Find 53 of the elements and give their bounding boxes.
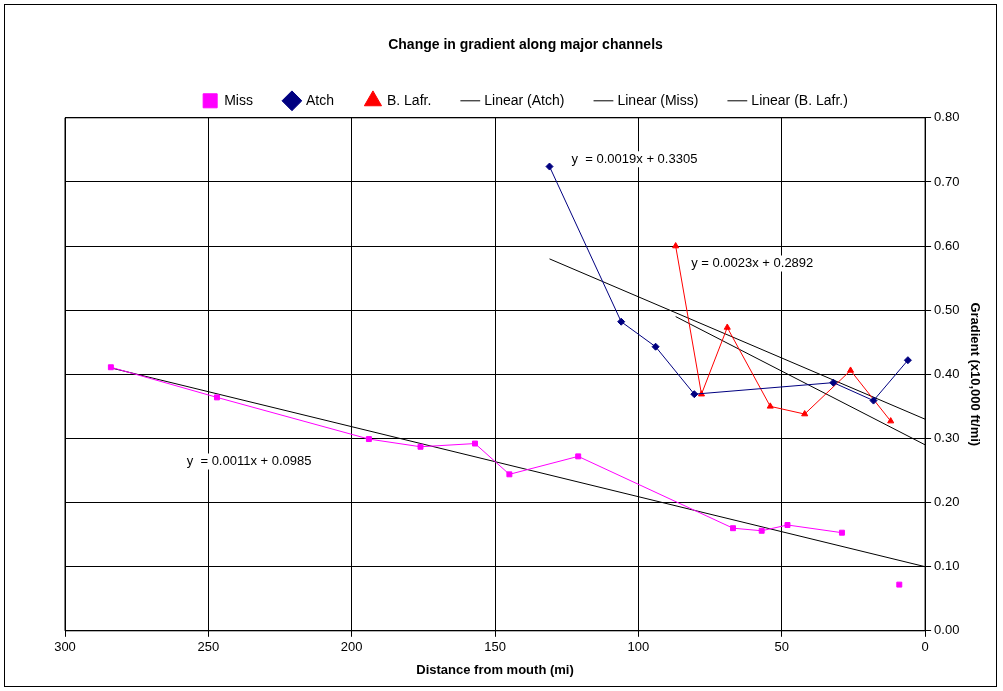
x-axis-title: Distance from mouth (mi) <box>416 661 574 677</box>
y-axis-title: Gradient (x10,000 ft/mi) <box>967 302 983 447</box>
point <box>730 525 736 532</box>
point <box>766 402 774 409</box>
point <box>887 417 895 424</box>
point <box>896 581 903 588</box>
point <box>784 522 791 528</box>
legend-label: Atch <box>305 91 334 108</box>
chart-title: Change in gradient along major channels <box>388 36 664 53</box>
x-tick-label: 200 <box>340 639 363 655</box>
point <box>829 378 838 387</box>
legend-label: Linear (Miss) <box>617 91 699 108</box>
y-tick-label: 0.20 <box>934 494 960 510</box>
point <box>869 396 878 405</box>
legend-label: Linear (Atch) <box>484 91 565 108</box>
point <box>506 471 513 478</box>
annotation: y = 0.0023x + 0.2892 <box>691 255 814 271</box>
point <box>838 529 845 536</box>
point <box>107 364 114 371</box>
y-tick-label: 0.50 <box>934 301 960 317</box>
annotation: y = 0.0011x + 0.0985 <box>186 453 312 469</box>
y-tick-label: 0.70 <box>934 173 960 189</box>
point <box>723 323 731 330</box>
y-tick-label: 0.30 <box>934 430 960 445</box>
point <box>545 162 554 171</box>
point <box>417 443 424 450</box>
point <box>651 342 660 351</box>
y-tick-label: 0.00 <box>934 622 960 638</box>
point <box>903 356 912 365</box>
y-tick-label: 0.40 <box>934 365 960 381</box>
x-tick-label: 100 <box>627 639 650 655</box>
legend-label: B. Lafr. <box>386 91 432 108</box>
annotation: y = 0.0019x + 0.3305 <box>571 150 698 166</box>
legend-label: Miss <box>224 91 253 108</box>
x-tick-label: 50 <box>774 639 789 655</box>
point <box>672 242 680 249</box>
legend-label: Linear (B. Lafr.) <box>751 91 848 108</box>
point <box>690 390 699 399</box>
point <box>575 453 582 460</box>
y-tick-label: 0.60 <box>934 237 960 253</box>
point <box>617 317 626 326</box>
point <box>801 410 809 417</box>
y-tick-label: 0.10 <box>934 558 960 574</box>
point <box>472 440 478 447</box>
x-tick-label: 300 <box>54 639 76 655</box>
point <box>365 436 372 443</box>
point <box>213 394 220 401</box>
point <box>758 527 765 534</box>
x-tick-label: 250 <box>197 639 220 655</box>
x-tick-label: 150 <box>484 639 506 655</box>
y-tick-label: 0.80 <box>934 109 960 125</box>
x-tick-label: 0 <box>921 639 929 655</box>
point <box>847 366 855 373</box>
